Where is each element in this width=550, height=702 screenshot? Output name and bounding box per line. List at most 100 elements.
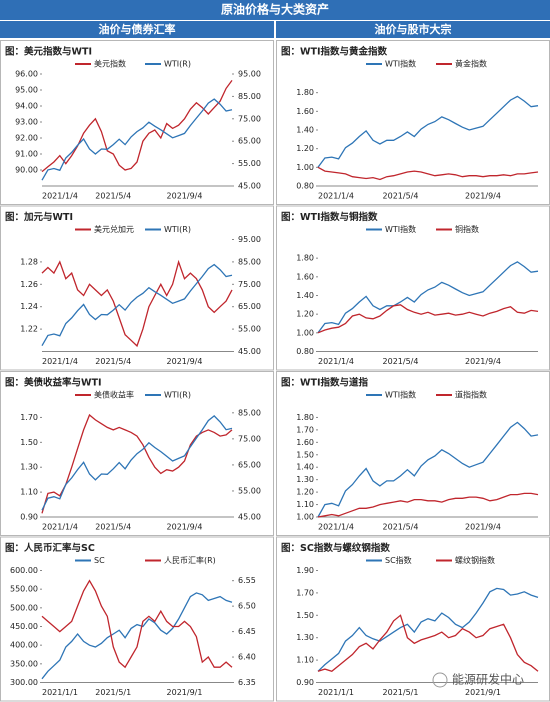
legend-label: 铜指数 <box>455 224 479 234</box>
legend-label: 螺纹钢指数 <box>455 555 495 565</box>
y-tick-label: 500.00 <box>10 603 38 612</box>
y-tick-label: 300.00 <box>10 678 38 687</box>
y2-tick-label: 65.00 <box>238 460 261 469</box>
legend-label: WTI指数 <box>385 59 416 69</box>
y2-tick-label: 45.00 <box>238 182 261 191</box>
x-tick-label: 2021/5/1 <box>383 688 419 697</box>
legend-label: 美债收益率 <box>94 390 134 400</box>
y2-tick-label: 85.00 <box>238 92 261 101</box>
y-tick-label: 1.80 <box>296 254 314 263</box>
y-tick-label: 0.90 <box>20 513 38 522</box>
y-tick-label: 1.24 <box>20 302 38 311</box>
panel <box>0 371 274 536</box>
x-tick-label: 2021/5/4 <box>383 523 419 532</box>
y-tick-label: 1.22 <box>20 325 38 334</box>
legend-label: WTI指数 <box>385 224 416 234</box>
y-tick-label: 1.30 <box>296 633 314 642</box>
y-tick-label: 1.60 <box>296 438 314 447</box>
x-tick-label: 2021/5/4 <box>95 523 131 532</box>
series-line <box>41 259 233 348</box>
y-tick-label: 1.50 <box>20 438 38 447</box>
legend-label: 道指指数 <box>455 390 487 400</box>
y2-tick-label: 65.00 <box>238 137 261 146</box>
series-line <box>41 592 233 680</box>
x-tick-label: 2021/5/4 <box>383 357 419 366</box>
title-bar <box>0 0 550 20</box>
y2-tick-label: 95.00 <box>238 70 261 79</box>
x-tick-label: 2021/1/4 <box>42 523 78 532</box>
y-tick-label: 600.00 <box>10 566 38 575</box>
y2-tick-label: 45.00 <box>238 513 261 522</box>
chart-title: 图：WTI指数与黄金指数 <box>281 46 387 58</box>
y-tick-label: 0.80 <box>296 182 314 191</box>
y-tick-label: 1.10 <box>20 488 38 497</box>
chart-title: 图：加元与WTI <box>5 211 73 223</box>
y-tick-label: 95.00 <box>15 86 38 95</box>
x-tick-label: 2021/1/1 <box>318 688 354 697</box>
x-tick-label: 2021/5/4 <box>383 192 419 201</box>
y-tick-label: 1.70 <box>296 425 314 434</box>
y2-tick-label: 6.40 <box>238 653 256 662</box>
y-tick-label: 1.10 <box>296 656 314 665</box>
y2-tick-label: 55.00 <box>238 159 261 168</box>
y-tick-label: 1.40 <box>296 126 314 135</box>
series-line <box>317 95 539 168</box>
series-line <box>41 413 233 514</box>
y-tick-label: 1.60 <box>296 272 314 281</box>
section-bar <box>0 21 274 38</box>
y2-tick-label: 75.00 <box>238 434 261 443</box>
series-line <box>317 587 539 672</box>
y-tick-label: 1.00 <box>296 328 314 337</box>
x-tick-label: 2021/1/4 <box>42 192 78 201</box>
y-tick-label: 1.40 <box>296 291 314 300</box>
series-line <box>41 579 233 669</box>
legend-label: WTI指数 <box>385 390 416 400</box>
y2-tick-label: 75.00 <box>238 114 261 123</box>
y-tick-label: 400.00 <box>10 641 38 650</box>
y2-tick-label: 65.00 <box>238 302 261 311</box>
y-tick-label: 1.20 <box>296 488 314 497</box>
y2-tick-label: 45.00 <box>238 347 261 356</box>
series-line <box>317 304 539 334</box>
y-tick-label: 92.00 <box>15 134 38 143</box>
y-tick-label: 1.30 <box>20 463 38 472</box>
series-line <box>317 492 539 518</box>
x-tick-label: 2021/5/4 <box>95 192 131 201</box>
legend-label: WTI(R) <box>164 225 191 234</box>
y-tick-label: 1.70 <box>296 588 314 597</box>
y-tick-label: 1.20 <box>296 310 314 319</box>
series-line <box>41 263 233 347</box>
y-tick-label: 93.00 <box>15 118 38 127</box>
x-tick-label: 2021/1/4 <box>318 357 354 366</box>
chart-title: 图：美元指数与WTI <box>5 46 92 58</box>
legend-label: 人民币汇率(R) <box>164 555 216 565</box>
x-tick-label: 2021/9/1 <box>167 688 203 697</box>
series-line <box>317 166 539 181</box>
series-line <box>41 80 233 173</box>
series-line <box>41 98 233 181</box>
x-tick-label: 2021/9/4 <box>167 357 203 366</box>
legend-label: SC <box>94 556 105 565</box>
y2-tick-label: 55.00 <box>238 325 261 334</box>
chart-title: 图：美债收益率与WTI <box>5 377 102 389</box>
y-tick-label: 1.80 <box>296 413 314 422</box>
y2-tick-label: 85.00 <box>238 408 261 417</box>
y2-tick-label: 95.00 <box>238 235 261 244</box>
x-tick-label: 2021/5/4 <box>95 357 131 366</box>
y-tick-label: 90.00 <box>15 166 38 175</box>
series-line <box>317 261 539 334</box>
chart-title: 图：WTI指数与铜指数 <box>281 211 378 223</box>
y-tick-label: 1.90 <box>296 566 314 575</box>
y-tick-label: 1.40 <box>296 463 314 472</box>
legend-label: WTI(R) <box>164 60 191 69</box>
x-tick-label: 2021/9/4 <box>465 523 501 532</box>
y2-tick-label: 6.50 <box>238 602 256 611</box>
section-bar <box>276 21 550 38</box>
page-title: 原油价格与大类资产 <box>221 2 329 17</box>
y-tick-label: 1.00 <box>296 513 314 522</box>
y-tick-label: 1.20 <box>296 144 314 153</box>
y2-tick-label: 6.35 <box>238 678 256 687</box>
x-tick-label: 2021/1/4 <box>318 523 354 532</box>
